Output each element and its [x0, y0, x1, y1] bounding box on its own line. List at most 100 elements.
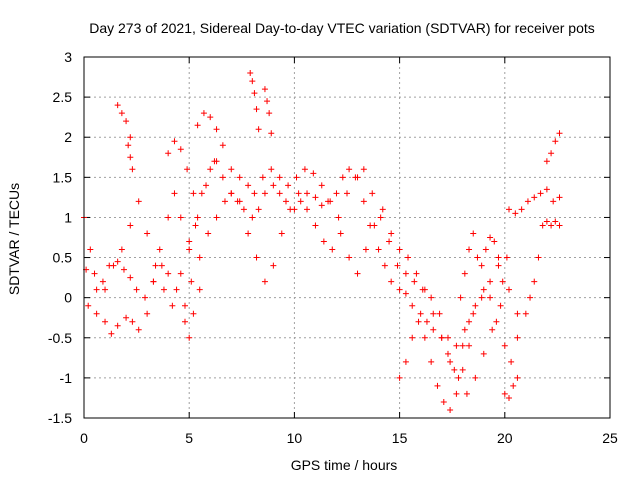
- data-point: [127, 134, 134, 141]
- data-point: [457, 294, 464, 301]
- data-point: [524, 198, 531, 205]
- series-trace-8: [247, 70, 262, 133]
- data-point: [245, 182, 252, 189]
- data-point: [194, 122, 201, 129]
- data-point: [259, 174, 266, 181]
- data-point: [158, 262, 165, 269]
- data-point: [165, 270, 172, 277]
- series-trace-3: [85, 142, 521, 397]
- data-point: [181, 318, 188, 325]
- data-point: [388, 278, 395, 285]
- data-point: [142, 294, 149, 301]
- data-point: [278, 230, 285, 237]
- data-point: [261, 278, 268, 285]
- data-point: [207, 166, 214, 173]
- data-point: [543, 158, 550, 165]
- data-point: [102, 318, 109, 325]
- data-point: [339, 174, 346, 181]
- data-point: [493, 318, 500, 325]
- data-point: [423, 318, 430, 325]
- data-point: [123, 118, 130, 125]
- data-point: [186, 246, 193, 253]
- data-point: [318, 182, 325, 189]
- y-axis-label: SDTVAR / TECUs: [6, 183, 22, 295]
- data-point: [537, 190, 544, 197]
- data-point: [327, 198, 334, 205]
- data-point: [514, 334, 521, 341]
- data-point: [249, 78, 256, 85]
- data-point: [512, 210, 519, 217]
- data-point: [123, 314, 130, 321]
- data-point: [463, 390, 470, 397]
- data-point: [514, 310, 521, 317]
- data-point: [539, 222, 546, 229]
- series-trace-18: [522, 254, 542, 317]
- data-point: [127, 222, 134, 229]
- data-point: [127, 274, 134, 281]
- data-point: [144, 230, 151, 237]
- data-point: [346, 254, 353, 261]
- data-point: [440, 398, 447, 405]
- series-trace-14: [501, 374, 521, 401]
- data-point: [196, 254, 203, 261]
- y-tick-label: 3: [64, 49, 72, 65]
- data-point: [152, 262, 159, 269]
- data-point: [264, 98, 271, 105]
- data-point: [221, 198, 228, 205]
- data-point: [501, 342, 508, 349]
- data-point: [428, 294, 435, 301]
- data-point: [487, 278, 494, 285]
- y-tick-label: 1: [64, 209, 72, 225]
- data-point: [501, 390, 508, 397]
- data-point: [411, 278, 418, 285]
- data-point: [270, 262, 277, 269]
- data-point: [455, 374, 462, 381]
- x-tick-label: 25: [602, 430, 618, 446]
- data-point: [379, 206, 386, 213]
- data-point: [375, 246, 382, 253]
- data-point: [93, 310, 100, 317]
- data-point: [369, 190, 376, 197]
- data-point: [171, 138, 178, 145]
- data-point: [495, 254, 502, 261]
- data-point: [550, 198, 557, 205]
- data-point: [459, 342, 466, 349]
- series-trace-10: [181, 286, 203, 341]
- data-point: [405, 254, 412, 261]
- series-trace-12: [457, 230, 481, 301]
- data-point: [165, 214, 172, 221]
- data-point: [320, 238, 327, 245]
- data-point: [127, 154, 134, 161]
- data-point: [461, 326, 468, 333]
- data-point: [120, 266, 127, 273]
- data-point: [360, 166, 367, 173]
- data-point: [552, 138, 559, 145]
- data-point: [472, 302, 479, 309]
- data-point: [396, 246, 403, 253]
- data-point: [228, 190, 235, 197]
- data-point: [506, 206, 513, 213]
- data-point: [472, 374, 479, 381]
- data-point: [133, 286, 140, 293]
- data-point: [402, 270, 409, 277]
- data-point: [268, 130, 275, 137]
- data-point: [447, 358, 454, 365]
- data-point: [470, 230, 477, 237]
- data-point: [276, 190, 283, 197]
- data-point: [478, 262, 485, 269]
- data-point: [211, 158, 218, 165]
- series-trace-1: [81, 158, 521, 373]
- data-point: [352, 174, 359, 181]
- data-point: [474, 254, 481, 261]
- data-point: [548, 222, 555, 229]
- x-tick-label: 15: [392, 430, 408, 446]
- data-point: [394, 262, 401, 269]
- data-point: [556, 194, 563, 201]
- data-point: [444, 350, 451, 357]
- series-trace-6: [165, 138, 197, 197]
- data-point: [371, 222, 378, 229]
- data-point: [203, 182, 210, 189]
- data-point: [360, 198, 367, 205]
- data-point: [506, 394, 513, 401]
- data-point: [247, 70, 254, 77]
